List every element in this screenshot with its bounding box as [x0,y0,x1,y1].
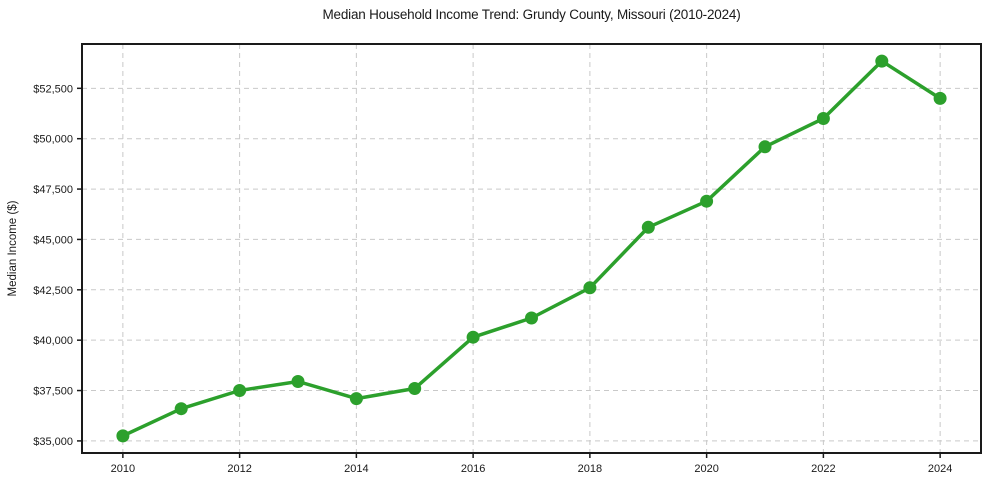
y-tick-label: $42,500 [33,285,73,297]
chart-title: Median Household Income Trend: Grundy Co… [322,7,741,22]
x-tick-label: 2024 [928,463,952,475]
y-tick-label: $37,500 [33,386,73,398]
data-point [583,281,597,295]
data-point [933,91,947,105]
y-axis-label: Median Income ($) [7,200,19,296]
x-tick-label: 2016 [461,463,485,475]
y-tick-label: $40,000 [33,335,73,347]
data-point [408,382,422,395]
data-point [758,140,772,154]
data-point [349,392,363,406]
y-tick-label: $45,000 [33,234,73,246]
x-tick-label: 2018 [578,463,602,475]
data-point [116,429,130,443]
y-tick-label: $35,000 [33,436,73,448]
x-tick-label: 2010 [111,463,135,475]
x-tick-label: 2020 [694,463,718,475]
y-tick-label: $52,500 [33,83,73,95]
data-point [641,220,655,234]
y-tick-label: $47,500 [33,184,73,196]
data-point [174,402,188,416]
data-point [233,384,247,397]
data-point [875,54,889,68]
x-tick-label: 2014 [344,463,368,475]
x-tick-label: 2012 [227,463,251,475]
data-point [525,311,538,325]
data-point [291,375,305,388]
data-point [700,194,714,208]
data-point [466,330,480,344]
plot-frame [81,43,982,454]
data-point [816,112,830,125]
x-tick-label: 2022 [811,463,835,475]
y-tick-label: $50,000 [33,134,73,146]
